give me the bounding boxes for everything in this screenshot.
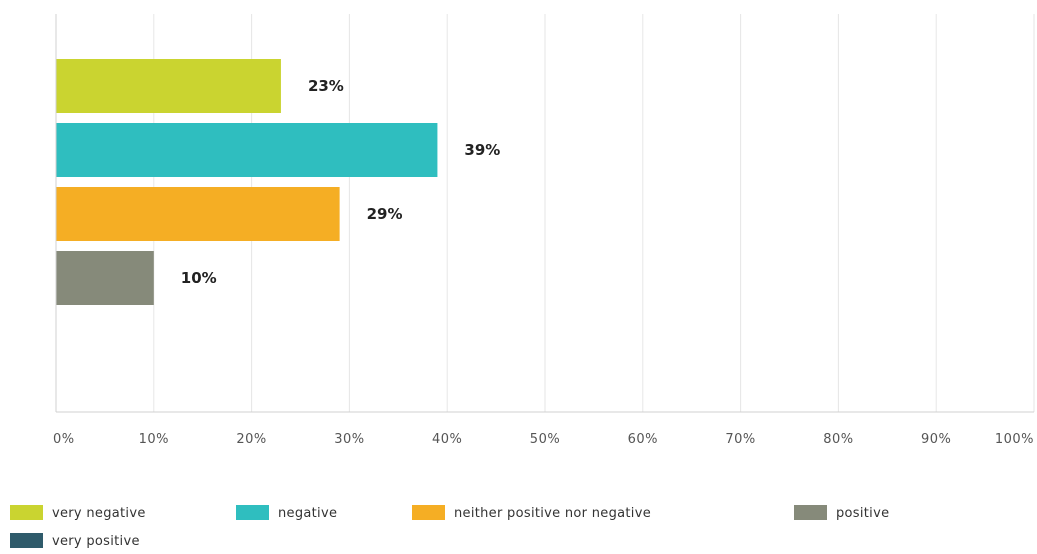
legend-label: very negative: [52, 506, 146, 521]
legend-layer: very negative negative neither positive no…: [10, 505, 889, 549]
legend-swatch: [10, 505, 43, 520]
x-tick-label: 50%: [530, 432, 560, 447]
legend-item: negative: [236, 505, 337, 521]
x-tick-label: 30%: [334, 432, 364, 447]
x-tick-label: 20%: [236, 432, 266, 447]
bar-layer: 23% 39% 29% 10%: [56, 59, 500, 305]
x-tick-label: 80%: [823, 432, 853, 447]
legend-item: positive: [794, 505, 889, 521]
bar-data-label: 10%: [181, 269, 217, 287]
bar-data-label: 29%: [367, 205, 403, 223]
legend-label: neither positive nor negative: [454, 506, 651, 521]
legend-item: very positive: [10, 533, 140, 549]
bar-very-negative: [56, 59, 281, 113]
bar-data-label: 39%: [464, 141, 500, 159]
legend-swatch: [794, 505, 827, 520]
axis-layer: 0% 10% 20% 30% 40% 50% 60% 70% 80% 90% 100%: [53, 14, 1034, 447]
legend-item: neither positive nor negative: [412, 505, 651, 521]
bar-positive: [56, 251, 154, 305]
bar-data-label: 23%: [308, 77, 344, 95]
legend-swatch: [412, 505, 445, 520]
legend-swatch: [236, 505, 269, 520]
bar-neither-positive-nor-negative: [56, 187, 340, 241]
legend-swatch: [10, 533, 43, 548]
legend-label: negative: [278, 506, 337, 521]
legend-item: very negative: [10, 505, 146, 521]
x-tick-label: 60%: [628, 432, 658, 447]
bar-negative: [56, 123, 438, 177]
x-tick-label: 90%: [921, 432, 951, 447]
x-tick-label: 100%: [995, 432, 1034, 447]
legend-label: very positive: [52, 534, 140, 549]
x-tick-label: 40%: [432, 432, 462, 447]
x-tick-label: 10%: [139, 432, 169, 447]
x-tick-label: 0%: [53, 432, 75, 447]
legend-label: positive: [836, 506, 889, 521]
x-tick-label: 70%: [725, 432, 755, 447]
